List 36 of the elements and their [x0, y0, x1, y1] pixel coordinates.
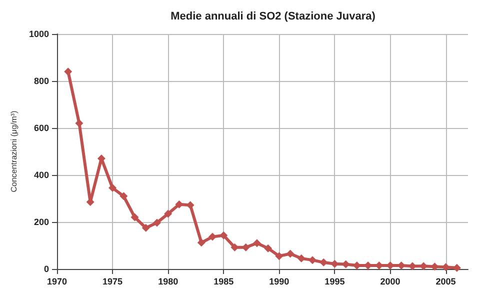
point — [297, 254, 306, 262]
point — [175, 200, 184, 208]
x-tick-label: 1990 — [269, 276, 290, 286]
point — [142, 224, 150, 232]
y-axis-title: Concentrazioni (μg/m³) — [10, 110, 19, 192]
point — [130, 213, 139, 222]
y-tick-label: 0 — [44, 264, 49, 274]
point — [286, 250, 294, 258]
point — [120, 192, 128, 200]
y-tick-label: 1000 — [28, 29, 49, 39]
x-tick-label: 2000 — [380, 276, 400, 286]
point — [152, 218, 161, 227]
x-tick-label: 1995 — [324, 276, 345, 286]
point — [275, 252, 284, 260]
point — [320, 258, 328, 266]
x-tick-label: 1970 — [46, 276, 68, 286]
y-tick-label: 800 — [34, 76, 49, 86]
point — [197, 238, 206, 247]
point — [164, 210, 172, 218]
chart-title: Medie annuali di SO2 (Stazione Juvara) — [170, 10, 376, 22]
point — [252, 239, 261, 248]
x-tick-label: 1980 — [158, 276, 178, 286]
point — [264, 244, 272, 252]
x-tick-label: 1975 — [102, 276, 123, 286]
point — [220, 231, 228, 240]
x-tick-label: 1985 — [214, 276, 234, 286]
point — [208, 232, 217, 241]
y-tick-label: 600 — [34, 123, 49, 133]
point — [308, 256, 316, 264]
point — [108, 184, 117, 192]
y-tick-label: 400 — [34, 170, 49, 180]
x-tick-label: 2005 — [436, 276, 456, 286]
y-tick-label: 200 — [34, 217, 49, 227]
point — [64, 68, 72, 76]
point — [75, 119, 84, 128]
point — [186, 201, 194, 210]
